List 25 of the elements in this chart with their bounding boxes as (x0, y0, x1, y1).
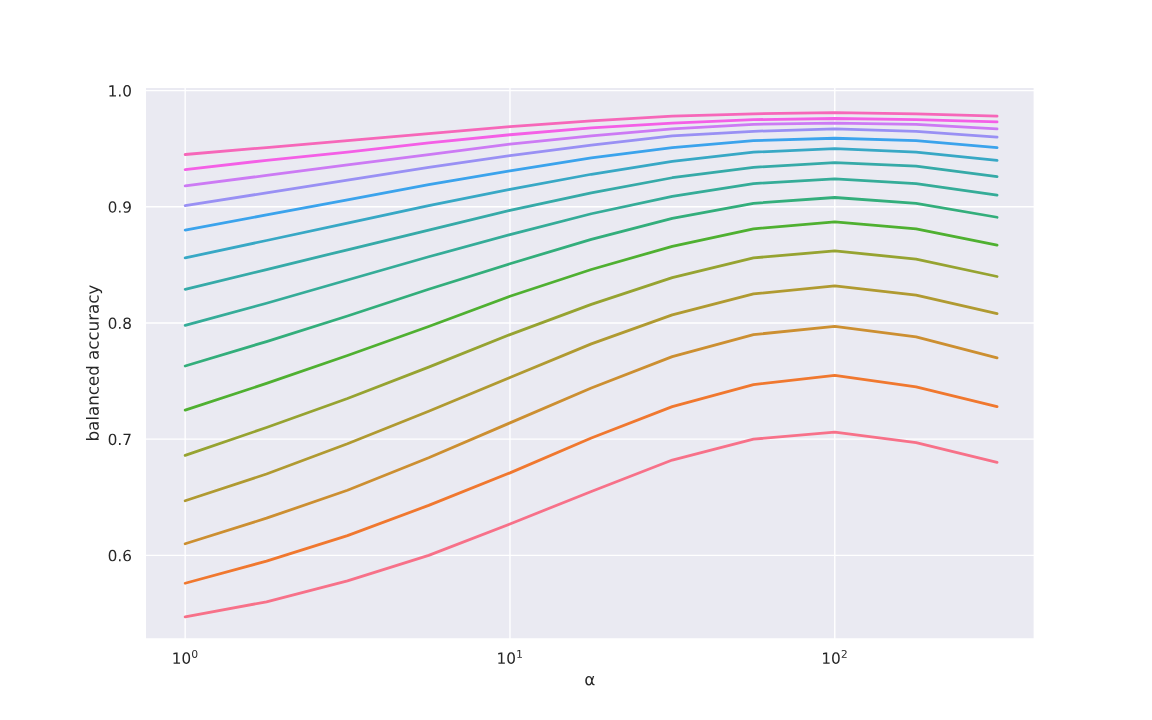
line-series (183, 249, 999, 457)
line-series (183, 136, 999, 232)
line-series (183, 430, 999, 619)
y-axis-title: balanced accuracy (85, 285, 103, 440)
y-tick-label: 0.6 (108, 549, 131, 562)
line-series (183, 111, 999, 156)
line-series (183, 127, 999, 208)
y-tick-label: 0.9 (108, 201, 131, 213)
x-tick-label: 10$^{1}$ (498, 650, 522, 664)
line-series (183, 177, 999, 327)
line-series (183, 196, 999, 368)
line-series (183, 325, 999, 546)
line-series (183, 284, 999, 503)
line-series (183, 373, 999, 585)
line-series (183, 220, 999, 412)
x-tick-label: 10$^{2}$ (823, 649, 847, 664)
y-tick-label: 0.7 (108, 433, 131, 446)
line-series (183, 161, 999, 291)
y-tick-label: 1.0 (109, 85, 131, 97)
x-tick-label: 10$^{0}$ (173, 649, 198, 664)
y-tick-label: 0.8 (108, 317, 131, 329)
line-series (183, 117, 999, 171)
x-axis-title: α (585, 675, 595, 686)
line-series (183, 121, 999, 188)
line-series (183, 147, 999, 260)
